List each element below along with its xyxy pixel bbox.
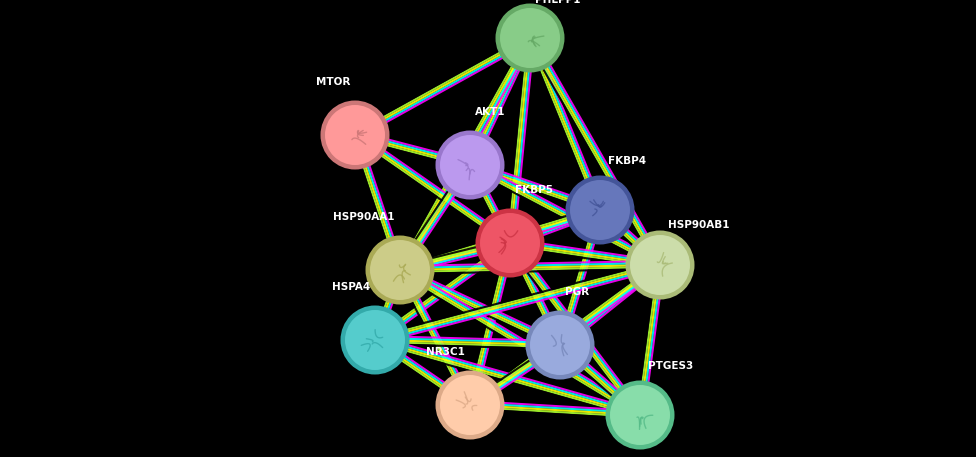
Text: NR3C1: NR3C1 [427, 347, 465, 357]
Circle shape [480, 213, 540, 273]
Text: PTGES3: PTGES3 [648, 361, 693, 371]
Text: PHLPP1: PHLPP1 [535, 0, 581, 5]
Circle shape [610, 385, 670, 445]
Text: HSP90AA1: HSP90AA1 [334, 212, 395, 222]
Text: HSP90AB1: HSP90AB1 [668, 220, 729, 230]
Circle shape [530, 315, 590, 375]
Circle shape [365, 235, 434, 304]
Circle shape [496, 4, 564, 73]
Circle shape [525, 310, 594, 379]
Circle shape [500, 8, 560, 68]
Circle shape [435, 371, 505, 440]
Circle shape [570, 180, 630, 240]
Circle shape [630, 235, 690, 295]
Text: MTOR: MTOR [315, 77, 350, 87]
Text: AKT1: AKT1 [475, 107, 506, 117]
Circle shape [440, 135, 500, 195]
Circle shape [341, 305, 410, 374]
Text: PGR: PGR [565, 287, 590, 297]
Text: FKBP5: FKBP5 [515, 185, 553, 195]
Circle shape [565, 175, 634, 244]
Circle shape [320, 101, 389, 170]
Circle shape [370, 240, 430, 300]
Circle shape [475, 208, 545, 277]
Circle shape [325, 105, 385, 165]
Text: FKBP4: FKBP4 [608, 156, 646, 166]
Circle shape [345, 310, 405, 370]
Circle shape [626, 230, 695, 299]
Circle shape [605, 381, 674, 450]
Text: HSPA4: HSPA4 [332, 282, 370, 292]
Circle shape [435, 131, 505, 200]
Circle shape [440, 375, 500, 435]
